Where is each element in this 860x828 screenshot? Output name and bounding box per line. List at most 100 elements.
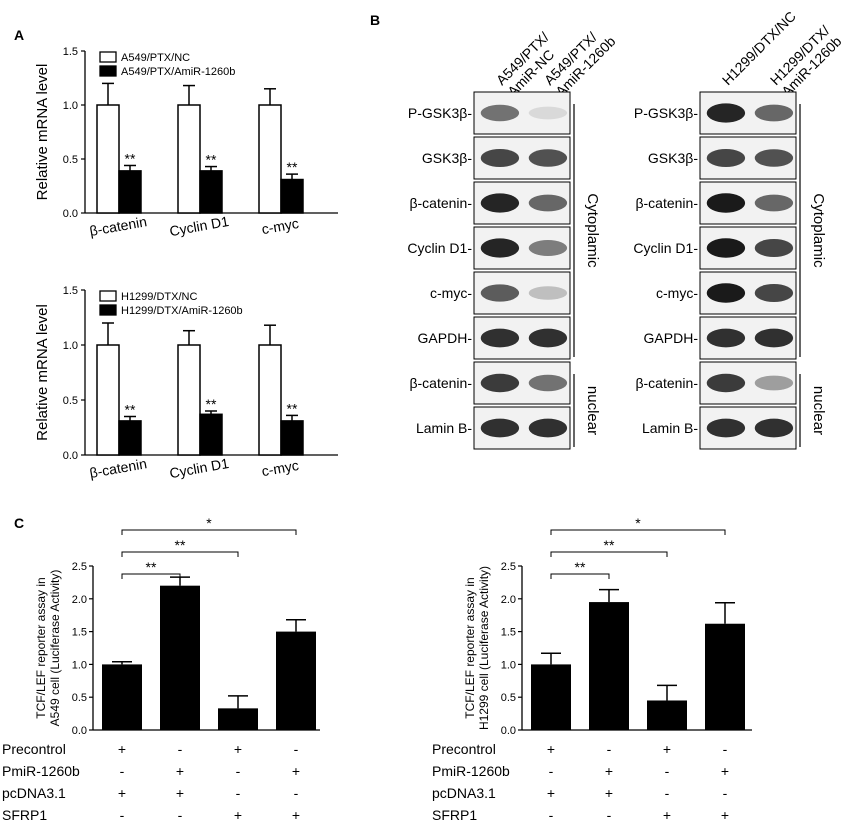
- y-tick-label: 0.0: [501, 725, 516, 737]
- legend-swatch: [99, 304, 117, 316]
- condition-mark: +: [176, 763, 184, 779]
- blot-row-label: Lamin B-: [642, 420, 698, 436]
- legend-label: H1299/DTX/NC: [121, 291, 197, 303]
- bar: [118, 170, 142, 214]
- western-blot-h1299: H1299/DTX/NCH1299/DTX/AmiR-1260bP-GSK3β-…: [633, 8, 845, 450]
- condition-mark: +: [721, 763, 729, 779]
- chart-luciferase-h1299: 0.0 0.5 1.0 1.5 2.0 2.5 TCF/LEF reporter assay…: [432, 515, 752, 823]
- blot-band: [528, 286, 568, 300]
- blot-band: [706, 283, 746, 303]
- condition-label: SFRP1: [2, 807, 47, 823]
- condition-mark: -: [607, 807, 612, 823]
- bar: [118, 420, 142, 456]
- y-tick-label: 1.0: [63, 100, 78, 112]
- bar: [96, 344, 120, 456]
- group-label: nuclear: [584, 386, 601, 435]
- blot-band: [754, 194, 794, 212]
- bar: [705, 623, 745, 730]
- condition-label: PmiR-1260b: [432, 763, 510, 779]
- y-tick-label: 0.0: [63, 450, 78, 462]
- condition-mark: -: [607, 741, 612, 757]
- condition-label: Precontrol: [2, 741, 66, 757]
- blot-row-label: β-catenin-: [635, 375, 698, 391]
- condition-label: pcDNA3.1: [432, 785, 496, 801]
- significance-label: **: [146, 559, 157, 575]
- condition-mark: +: [547, 741, 555, 757]
- y-tick-label: 1.0: [72, 659, 87, 671]
- condition-mark: -: [236, 785, 241, 801]
- bar: [199, 413, 223, 456]
- condition-mark: +: [176, 785, 184, 801]
- y-tick-label: 1.0: [501, 659, 516, 671]
- blot-band: [754, 375, 794, 391]
- x-tick-label: Cyclin D1: [168, 455, 230, 481]
- y-tick-label: 2.5: [72, 561, 87, 573]
- blot-band: [480, 284, 520, 302]
- x-tick-label: β-catenin: [88, 455, 148, 481]
- condition-mark: +: [663, 741, 671, 757]
- blot-band: [528, 149, 568, 167]
- condition-mark: +: [118, 785, 126, 801]
- blot-band: [528, 374, 568, 392]
- blot-row-label: c-myc-: [656, 285, 698, 301]
- y-axis-label: A549 cell (Luciferase Activity): [48, 570, 62, 727]
- blot-band: [480, 373, 520, 393]
- blot-band: [754, 149, 794, 167]
- condition-mark: -: [294, 741, 299, 757]
- y-axis-label: TCF/LEF reporter assay in: [34, 577, 48, 718]
- bar: [589, 602, 629, 730]
- legend-label: A549/PTX/AmiR-1260b: [121, 66, 235, 78]
- significance-label: **: [287, 400, 298, 416]
- bar: [258, 104, 282, 214]
- significance-label: *: [206, 515, 212, 531]
- blot-row-label: Cyclin D1-: [633, 240, 698, 256]
- blot-row-label: GSK3β-: [648, 150, 698, 166]
- blot-band: [480, 149, 520, 167]
- blot-band: [528, 240, 568, 256]
- chart-mrna-a549: 0.0 0.5 1.0 1.5 Relative mRNA level ** β-caten…: [34, 46, 338, 239]
- condition-mark: +: [663, 807, 671, 823]
- y-axis-label: H1299 cell (Luciferase Activity): [477, 566, 491, 730]
- chart-mrna-h1299: 0.0 0.5 1.0 1.5 Relative mRNA level ** β-caten…: [34, 285, 338, 481]
- y-tick-label: 0.5: [72, 692, 87, 704]
- significance-bracket: [550, 529, 726, 535]
- legend-swatch: [99, 290, 117, 302]
- blot-band: [480, 104, 520, 122]
- x-tick-label: Cyclin D1: [168, 213, 230, 239]
- blot-band: [754, 284, 794, 302]
- blot-band: [706, 193, 746, 213]
- y-tick-label: 0.5: [63, 395, 78, 407]
- group-label: Cytoplamic: [584, 193, 601, 268]
- blot-band: [480, 238, 520, 258]
- condition-label: pcDNA3.1: [2, 785, 66, 801]
- blot-band: [754, 104, 794, 122]
- panel-label-b: B: [370, 12, 380, 28]
- y-axis-label: Relative mRNA level: [34, 64, 51, 201]
- panel-label-a: A: [14, 27, 24, 43]
- condition-mark: +: [234, 741, 242, 757]
- bar: [102, 664, 142, 730]
- blot-band: [754, 239, 794, 257]
- blot-row-label: P-GSK3β-: [408, 105, 472, 121]
- y-tick-label: 1.5: [63, 46, 78, 58]
- x-tick-label: c-myc: [260, 457, 300, 479]
- blot-band: [706, 373, 746, 393]
- significance-bracket: [550, 551, 668, 557]
- blot-band: [706, 328, 746, 348]
- blot-row-label: GSK3β-: [422, 150, 472, 166]
- significance-label: **: [604, 537, 615, 553]
- blot-row-label: Cyclin D1-: [407, 240, 472, 256]
- y-tick-label: 0.0: [63, 208, 78, 220]
- y-tick-label: 2.5: [501, 561, 516, 573]
- significance-label: *: [635, 515, 641, 531]
- blot-row-label: GAPDH-: [418, 330, 473, 346]
- blot-band: [706, 238, 746, 258]
- condition-mark: -: [549, 807, 554, 823]
- y-tick-label: 1.5: [501, 627, 516, 639]
- y-tick-label: 1.0: [63, 340, 78, 352]
- blot-row-label: β-catenin-: [635, 195, 698, 211]
- blot-band: [528, 194, 568, 212]
- y-tick-label: 1.5: [72, 627, 87, 639]
- significance-bracket: [550, 573, 610, 579]
- blot-row-label: c-myc-: [430, 285, 472, 301]
